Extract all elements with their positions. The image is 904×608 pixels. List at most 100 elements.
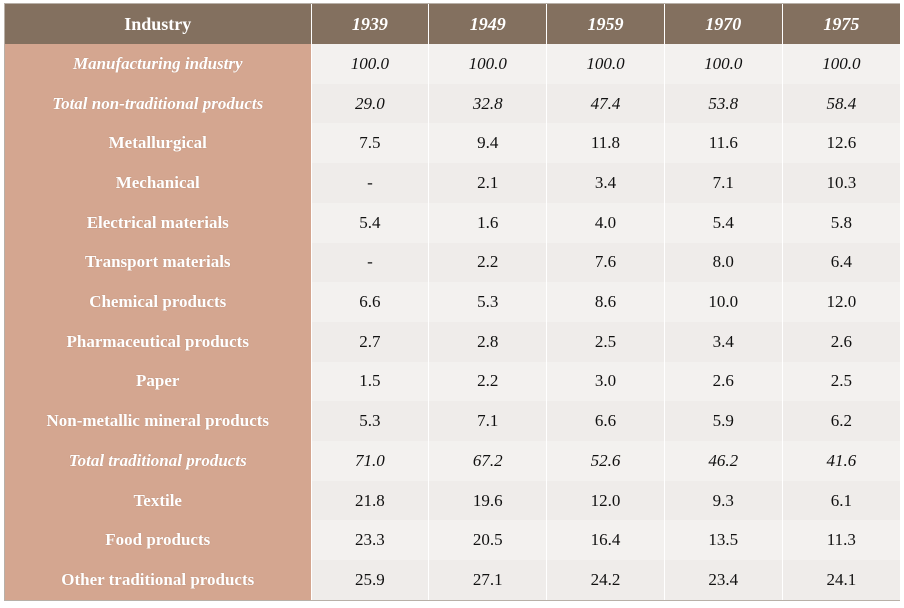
table-cell-1949: 67.2: [428, 441, 548, 481]
row-label: Other traditional products: [5, 560, 312, 600]
table-cell-1959: 52.6: [546, 441, 665, 481]
table-cell-1970: 2.6: [664, 361, 783, 402]
table-cell-1970: 46.2: [664, 441, 783, 481]
row-label: Metallurgical: [5, 123, 312, 164]
table-row: Non-metallic mineral products 5.3 7.1 6.6 5.…: [5, 401, 900, 442]
table-cell-1949: 9.4: [428, 123, 548, 164]
table-row: Manufacturing industry 100.0 100.0 100.0 100…: [5, 44, 900, 84]
table-row: Chemical products 6.6 5.3 8.6 10.0 12.0: [5, 282, 900, 322]
table-cell-1975: 2.5: [782, 361, 900, 402]
table-cell-1975: 24.1: [782, 560, 900, 600]
table-row: Textile 21.8 19.6 12.0 9.3 6.1: [5, 480, 900, 521]
industry-share-table: Industry 1939 1949 1959 1970 1975 Manufa…: [5, 4, 900, 600]
header-year-1959: 1959: [546, 4, 665, 44]
table-cell-1975: 12.0: [782, 282, 900, 322]
header-industry: Industry: [5, 4, 312, 44]
header-year-1949: 1949: [428, 4, 548, 44]
table-cell-1970: 7.1: [664, 163, 783, 203]
row-label: Manufacturing industry: [5, 44, 312, 84]
table-cell-1949: 32.8: [428, 83, 548, 124]
header-year-1975: 1975: [782, 4, 900, 44]
table-cell-1975: 11.3: [782, 520, 900, 561]
row-label: Mechanical: [5, 163, 312, 203]
table-cell-1959: 100.0: [546, 44, 665, 84]
table-cell-1939: 71.0: [311, 441, 430, 481]
table-cell-1959: 7.6: [546, 242, 665, 283]
table-cell-1970: 13.5: [664, 520, 783, 561]
table-cell-1970: 8.0: [664, 242, 783, 283]
table-cell-1975: 41.6: [782, 441, 900, 481]
table-cell-1939: 29.0: [311, 83, 430, 124]
table-cell-1959: 4.0: [546, 202, 665, 243]
header-year-1970: 1970: [664, 4, 783, 44]
row-label: Pharmaceutical products: [5, 321, 312, 362]
table-row: Other traditional products 25.9 27.1 24.2 23…: [5, 560, 900, 600]
table-cell-1970: 10.0: [664, 282, 783, 322]
table-cell-1939: 21.8: [311, 480, 430, 521]
table-cell-1949: 5.3: [428, 282, 548, 322]
table-row: Pharmaceutical products 2.7 2.8 2.5 3.4 2.6: [5, 321, 900, 362]
row-label: Total non-traditional products: [5, 83, 312, 124]
table-cell-1949: 2.8: [428, 321, 548, 362]
table-row: Mechanical -2.1 3.4 7.1 10.3: [5, 163, 900, 203]
table-cell-1949: 19.6: [428, 480, 548, 521]
row-label: Electrical materials: [5, 202, 312, 243]
table-row: Total non-traditional products 29.0 32.8 47…: [5, 83, 900, 124]
table-cell-1949: 20.5: [428, 520, 548, 561]
table-cell-1970: 100.0: [664, 44, 783, 84]
table-cell-1939: 23.3: [311, 520, 430, 561]
table-cell-1970: 5.9: [664, 401, 783, 442]
table-cell-1939: 2.7: [311, 321, 430, 362]
table-cell-1939: 25.9: [311, 560, 430, 600]
table-row: Transport materials -2.2 7.6 8.0 6.4: [5, 242, 900, 283]
row-label: Textile: [5, 480, 312, 521]
table-cell-1959: 3.0: [546, 361, 665, 402]
table-cell-1959: 47.4: [546, 83, 665, 124]
table-cell-1949: 27.1: [428, 560, 548, 600]
table-cell-1959: 11.8: [546, 123, 665, 164]
table-cell-1975: 5.8: [782, 202, 900, 243]
table-cell-1970: 9.3: [664, 480, 783, 521]
table-cell-1959: 3.4: [546, 163, 665, 203]
table-cell-1959: 8.6: [546, 282, 665, 322]
table-body: Manufacturing industry 100.0 100.0 100.0 100…: [5, 44, 900, 600]
table-cell-1939: -: [311, 242, 430, 283]
table-header-row: Industry 1939 1949 1959 1970 1975: [5, 4, 900, 44]
table-cell-1970: 53.8: [664, 83, 783, 124]
table-cell-1949: 1.6: [428, 202, 548, 243]
table-cell-1939: 5.3: [311, 401, 430, 442]
table-cell-1939: 100.0: [311, 44, 430, 84]
table-cell-1975: 58.4: [782, 83, 900, 124]
table-row: Total traditional products 71.0 67.2 52.6 46…: [5, 441, 900, 481]
row-label: Total traditional products: [5, 441, 312, 481]
table-cell-1970: 5.4: [664, 202, 783, 243]
table-cell-1975: 6.2: [782, 401, 900, 442]
table-cell-1949: 2.2: [428, 242, 548, 283]
table-cell-1975: 6.1: [782, 480, 900, 521]
table-cell-1939: 7.5: [311, 123, 430, 164]
row-label: Food products: [5, 520, 312, 561]
table-cell-1939: 1.5: [311, 361, 430, 402]
table-row: Food products 23.3 20.5 16.4 13.5 11.3: [5, 520, 900, 561]
table-row: Electrical materials 5.4 1.6 4.0 5.4 5.8: [5, 202, 900, 243]
table-cell-1959: 2.5: [546, 321, 665, 362]
table-cell-1975: 12.6: [782, 123, 900, 164]
table-cell-1949: 2.1: [428, 163, 548, 203]
table-cell-1970: 3.4: [664, 321, 783, 362]
table-cell-1949: 100.0: [428, 44, 548, 84]
row-label: Chemical products: [5, 282, 312, 322]
table-cell-1949: 7.1: [428, 401, 548, 442]
industry-table-container: Industry 1939 1949 1959 1970 1975 Manufa…: [4, 3, 900, 601]
table-cell-1975: 100.0: [782, 44, 900, 84]
table-cell-1970: 11.6: [664, 123, 783, 164]
table-cell-1959: 12.0: [546, 480, 665, 521]
table-cell-1959: 24.2: [546, 560, 665, 600]
table-cell-1959: 6.6: [546, 401, 665, 442]
table-cell-1939: -: [311, 163, 430, 203]
table-cell-1975: 2.6: [782, 321, 900, 362]
table-row: Paper 1.5 2.2 3.0 2.6 2.5: [5, 361, 900, 402]
table-cell-1949: 2.2: [428, 361, 548, 402]
table-cell-1975: 10.3: [782, 163, 900, 203]
table-row: Metallurgical 7.5 9.4 11.8 11.6 12.6: [5, 123, 900, 164]
table-cell-1939: 6.6: [311, 282, 430, 322]
